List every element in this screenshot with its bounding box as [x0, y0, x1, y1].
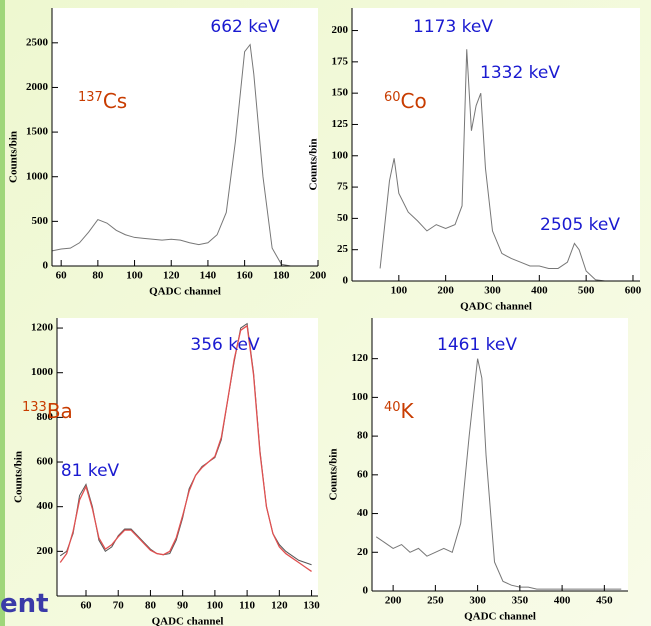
y-tick-label: 80 — [357, 430, 369, 442]
isotope-mass: 40 — [384, 400, 401, 415]
y-tick-label: 1000 — [26, 170, 49, 182]
isotope-label: 137Cs — [78, 89, 127, 113]
y-tick-label: 2500 — [26, 36, 49, 48]
x-tick-label: 350 — [512, 595, 529, 607]
y-tick-label: 75 — [337, 181, 349, 193]
isotope-mass: 60 — [384, 90, 401, 105]
plot-area — [372, 318, 628, 591]
y-axis-title: Counts/bin — [13, 451, 25, 503]
x-axis-title: QADC channel — [152, 616, 224, 626]
y-tick-label: 40 — [357, 507, 369, 519]
y-axis-title: Counts/bin — [8, 131, 20, 183]
y-tick-label: 1200 — [31, 322, 54, 334]
isotope-symbol: K — [401, 399, 415, 423]
data-line — [379, 49, 633, 282]
y-axis-title: Counts/bin — [308, 139, 320, 191]
y-tick-label: 0 — [43, 260, 49, 272]
x-tick-label: 100 — [207, 600, 224, 612]
x-tick-label: 450 — [596, 595, 613, 607]
y-tick-label: 50 — [337, 212, 349, 224]
x-tick-label: 300 — [484, 285, 501, 297]
isotope-symbol: Co — [401, 89, 427, 113]
y-tick-label: 200 — [37, 545, 54, 557]
isotope-symbol: Cs — [103, 89, 127, 113]
peak-label: 2505 keV — [540, 215, 620, 235]
y-tick-label: 200 — [332, 24, 349, 36]
y-tick-label: 2000 — [26, 81, 49, 93]
y-tick-label: 0 — [363, 585, 369, 597]
y-axis-title: Counts/bin — [328, 449, 340, 501]
isotope-mass: 133 — [22, 400, 47, 415]
peak-label: 1332 keV — [480, 63, 560, 83]
y-tick-label: 125 — [332, 118, 349, 130]
isotope-label: 60Co — [384, 89, 427, 113]
x-tick-label: 250 — [427, 595, 444, 607]
isotope-symbol: Ba — [47, 399, 73, 423]
isotope-label: 133Ba — [22, 399, 73, 423]
x-axis-title: QADC channel — [149, 286, 221, 298]
data-line — [375, 358, 622, 590]
y-tick-label: 500 — [32, 215, 49, 227]
x-tick-label: 200 — [310, 270, 327, 282]
isotope-label: 40K — [384, 399, 415, 423]
side-bar — [0, 0, 5, 626]
x-tick-label: 130 — [303, 600, 320, 612]
x-tick-label: 400 — [531, 285, 548, 297]
x-tick-label: 70 — [113, 600, 125, 612]
data-line — [59, 324, 312, 572]
peak-label: 356 keV — [190, 335, 260, 355]
y-tick-label: 800 — [37, 411, 54, 423]
slide-title-fragment: ent — [0, 589, 49, 619]
y-tick-label: 25 — [337, 243, 349, 255]
peak-label: 1173 keV — [413, 17, 493, 37]
x-tick-label: 300 — [469, 595, 486, 607]
y-tick-label: 120 — [352, 352, 369, 364]
peak-label: 1461 keV — [437, 335, 517, 355]
x-tick-label: 80 — [145, 600, 157, 612]
isotope-mass: 137 — [78, 90, 103, 105]
y-tick-label: 60 — [357, 468, 369, 480]
x-tick-label: 180 — [273, 270, 290, 282]
y-tick-label: 20 — [357, 546, 369, 558]
x-tick-label: 200 — [437, 285, 454, 297]
x-tick-label: 120 — [163, 270, 180, 282]
x-tick-label: 200 — [385, 595, 402, 607]
x-tick-label: 60 — [56, 270, 68, 282]
plot-area — [52, 8, 318, 266]
x-tick-label: 140 — [200, 270, 217, 282]
x-tick-label: 120 — [271, 600, 288, 612]
x-tick-label: 500 — [578, 285, 595, 297]
x-tick-label: 400 — [554, 595, 571, 607]
y-tick-label: 100 — [352, 391, 369, 403]
x-tick-label: 100 — [126, 270, 143, 282]
y-tick-label: 1500 — [26, 126, 49, 138]
peak-label: 662 keV — [210, 17, 280, 37]
x-tick-label: 80 — [92, 270, 104, 282]
x-axis-title: QADC channel — [464, 611, 536, 623]
y-tick-label: 400 — [37, 500, 54, 512]
x-axis-title: QADC channel — [460, 301, 532, 313]
peak-label: 81 keV — [61, 461, 120, 481]
x-tick-label: 600 — [625, 285, 642, 297]
y-tick-label: 175 — [332, 55, 349, 67]
y-tick-label: 1000 — [31, 366, 54, 378]
plot-area — [57, 318, 318, 596]
data-line — [51, 43, 318, 267]
x-tick-label: 100 — [391, 285, 408, 297]
x-tick-label: 110 — [239, 600, 255, 612]
y-tick-label: 0 — [343, 275, 349, 287]
plot-area — [352, 8, 640, 281]
x-tick-label: 60 — [81, 600, 93, 612]
y-tick-label: 150 — [332, 87, 349, 99]
x-tick-label: 90 — [177, 600, 189, 612]
y-tick-label: 600 — [37, 456, 54, 468]
x-tick-label: 160 — [236, 270, 253, 282]
y-tick-label: 100 — [332, 149, 349, 161]
